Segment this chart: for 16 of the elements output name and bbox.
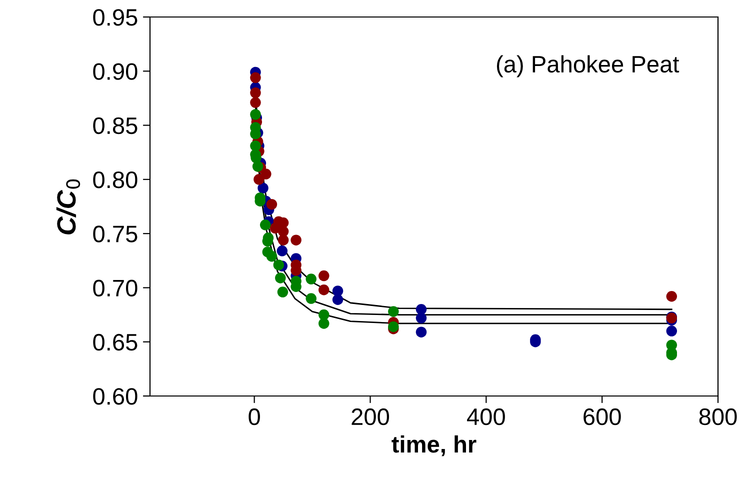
y-tick-label: 0.60 (93, 388, 138, 405)
y-tick-label: 0.80 (93, 171, 138, 188)
x-tick-label: 400 (467, 408, 505, 426)
y-tick-label: 0.95 (93, 9, 138, 26)
y-tick-label: 0.90 (93, 63, 138, 80)
y-tick-label: 0.70 (93, 280, 138, 296)
x-tick-label: 0 (248, 408, 260, 426)
y-tick-label: 0.75 (93, 226, 138, 242)
x-axis-title: time, hr (392, 435, 476, 456)
x-tick-label: 600 (584, 408, 621, 426)
x-tick-label: 200 (352, 408, 390, 426)
y-tick-label: 0.85 (93, 117, 138, 134)
y-tick-label: 0.65 (93, 334, 138, 351)
x-tick-label: 800 (699, 408, 737, 426)
annotation: (a) Pahokee Peat (496, 55, 680, 78)
y-axis-title: C/C$_{0}$ (56, 179, 80, 234)
